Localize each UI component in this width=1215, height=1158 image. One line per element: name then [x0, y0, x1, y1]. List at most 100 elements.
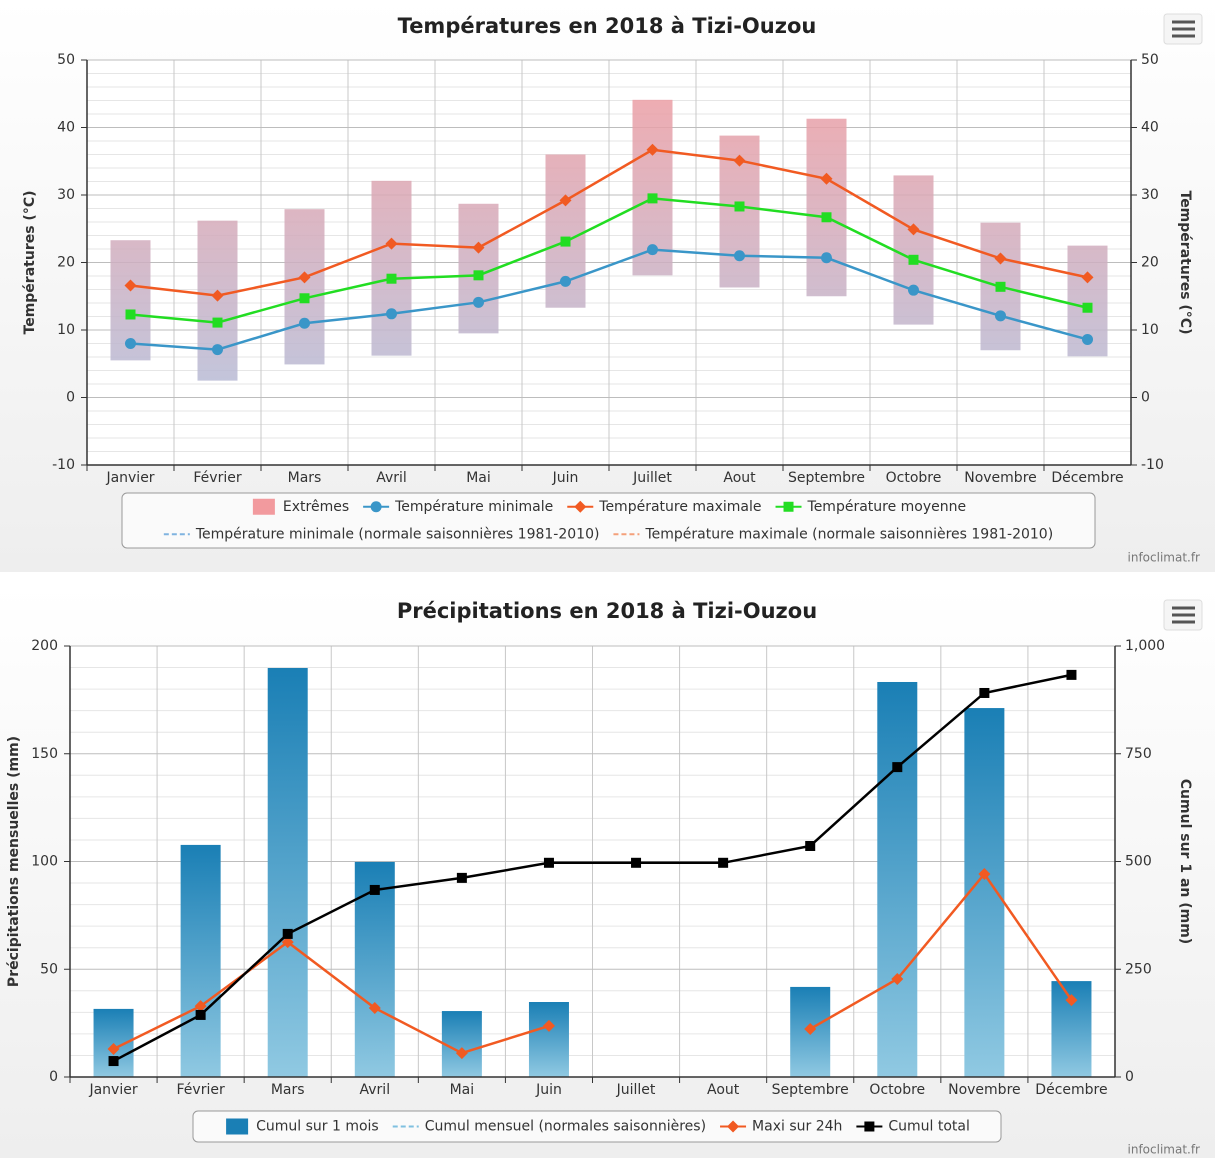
marker [560, 275, 571, 287]
line [112, 871, 1073, 1055]
y-tick-label: 200 [31, 638, 58, 654]
marker [1082, 302, 1093, 313]
legend-label: Cumul total [888, 1119, 970, 1135]
legend-row: Température minimale (normale saisonnièr… [163, 526, 1053, 542]
y-tick-label: -10 [52, 457, 75, 473]
marker [195, 1009, 206, 1020]
marker [820, 172, 833, 185]
y-tick-label: 10 [57, 322, 75, 338]
marker [864, 1121, 875, 1132]
y2-tick-label: 20 [1141, 255, 1159, 271]
y2-tick-label: 30 [1141, 187, 1159, 203]
x-tick-label: Juillet [632, 470, 672, 486]
marker [647, 193, 658, 204]
y-tick-label: 30 [57, 187, 75, 203]
x-tick-label: Mai [450, 1082, 475, 1098]
legend-item: Extrêmes [252, 498, 349, 515]
legend-label: Température minimale [394, 499, 553, 515]
marker [370, 501, 382, 513]
legend-box [192, 1110, 1002, 1143]
marker [733, 154, 746, 167]
marker [994, 252, 1007, 265]
legend-item: Température maximale (normale saisonnièr… [613, 526, 1053, 542]
chart-title: Températures en 2018 à Tizi-Ouzou [398, 14, 817, 38]
marker [211, 289, 224, 302]
line [130, 148, 1088, 297]
marker [368, 1002, 381, 1015]
bar [180, 844, 221, 1077]
x-tick-label: Mars [271, 1082, 305, 1098]
marker [194, 1000, 207, 1013]
marker [631, 857, 642, 868]
legend-label: Extrêmes [283, 499, 349, 515]
marker [559, 194, 572, 207]
x-tick-label: Avril [376, 470, 407, 486]
legend-item: Température minimale (normale saisonnièr… [163, 526, 599, 542]
marker [892, 762, 903, 773]
y-axis-title: Précipitations mensuelles (mm) [6, 736, 22, 987]
legend-label: Température moyenne [807, 499, 967, 515]
marker [282, 928, 293, 939]
marker [385, 237, 398, 250]
marker [995, 281, 1006, 292]
legend-item: Température maximale [567, 499, 762, 515]
y2-tick-label: 500 [1125, 854, 1152, 870]
marker [891, 972, 904, 985]
credit: infoclimat.fr [1128, 551, 1201, 565]
menu-button[interactable] [1163, 599, 1203, 631]
legend-label: Température maximale [598, 499, 761, 515]
x-tick-label: Aout [707, 1082, 740, 1098]
x-tick-label: Février [177, 1082, 225, 1098]
x-tick-label: Octobre [869, 1082, 925, 1098]
marker [979, 687, 990, 698]
y2-tick-label: 0 [1125, 1069, 1134, 1085]
marker [456, 872, 467, 883]
marker [542, 1019, 555, 1032]
legend-label: Température maximale (normale saisonnièr… [644, 526, 1053, 542]
credit: infoclimat.fr [1128, 1143, 1201, 1157]
marker [298, 271, 311, 284]
marker [727, 1120, 740, 1133]
marker [907, 223, 920, 236]
marker [821, 212, 832, 223]
y2-tick-label: 50 [1141, 52, 1159, 68]
x-tick-label: Septembre [772, 1082, 849, 1098]
line [130, 248, 1088, 351]
legend-row: Cumul sur 1 mois Cumul mensuel (normales … [226, 1118, 970, 1135]
x-tick-label: Octobre [886, 470, 942, 486]
y-tick-label: 0 [66, 390, 75, 406]
marker [718, 857, 729, 868]
marker [386, 308, 397, 320]
legend-label: Cumul sur 1 mois [256, 1119, 379, 1135]
legend-label: Cumul mensuel (normales saisonnières) [425, 1119, 706, 1135]
marker [473, 296, 484, 308]
y2-tick-label: 10 [1141, 322, 1159, 338]
y-tick-label: 50 [57, 52, 75, 68]
y-tick-label: 40 [57, 120, 75, 136]
range-bar [806, 118, 847, 297]
range-bar [458, 203, 499, 334]
x-tick-label: Février [193, 470, 241, 486]
x-tick-label: Juin [535, 1082, 562, 1098]
bar [441, 1011, 482, 1077]
x-tick-label: Décembre [1051, 470, 1123, 486]
y2-tick-label: 1,000 [1125, 638, 1165, 654]
marker [646, 143, 659, 156]
legend-item: Cumul mensuel (normales saisonnières) [392, 1119, 706, 1135]
line [130, 197, 1088, 324]
marker [783, 501, 794, 512]
x-tick-label: Novembre [964, 470, 1037, 486]
y2-tick-label: 40 [1141, 120, 1159, 136]
y-tick-label: 100 [31, 854, 58, 870]
y2-axis-title: Températures (°C) [1177, 191, 1193, 335]
x-tick-label: Juin [552, 470, 579, 486]
marker [472, 241, 485, 254]
legend-swatch [226, 1118, 249, 1135]
legend-item: Maxi sur 24h [720, 1119, 842, 1135]
y-axis-title: Températures (°C) [22, 191, 38, 335]
marker [647, 244, 658, 256]
range-bar [893, 175, 934, 325]
y2-tick-label: 750 [1125, 746, 1152, 762]
menu-button[interactable] [1163, 13, 1203, 45]
